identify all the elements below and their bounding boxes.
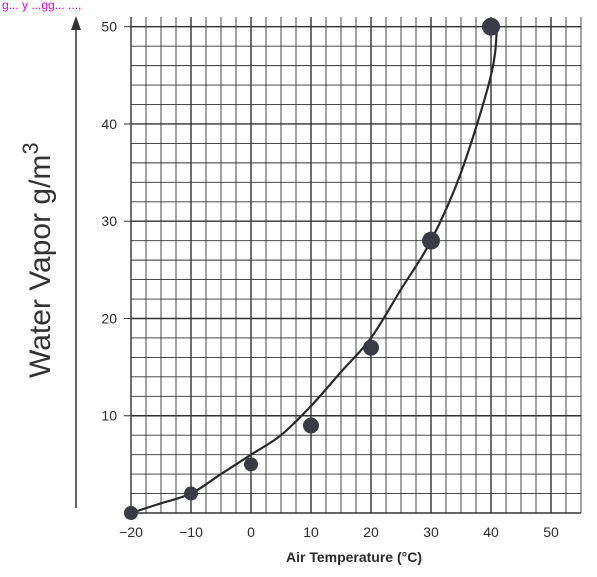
y-axis-label: Water Vapor g/m3 xyxy=(18,142,57,378)
axes xyxy=(71,16,81,508)
data-point xyxy=(363,339,379,356)
y-axis-label-text: Water Vapor g/m xyxy=(24,155,57,378)
y-tick-labels: 10 20 30 40 50 xyxy=(101,19,117,424)
data-point xyxy=(303,417,319,434)
x-tick-label: 50 xyxy=(543,524,559,540)
data-point xyxy=(422,231,440,250)
x-tick-labels: −20 −10 0 10 20 30 40 50 xyxy=(119,524,559,540)
x-tick-label: 10 xyxy=(303,524,319,540)
x-tick-label: 30 xyxy=(423,524,439,540)
top-fragment-text: g... y ...gg... ..., xyxy=(2,0,81,12)
y-axis-arrow-icon xyxy=(71,16,81,30)
x-tick-label: 40 xyxy=(483,524,499,540)
x-axis-label: Air Temperature (°C) xyxy=(286,549,422,565)
data-point xyxy=(482,17,500,36)
grid xyxy=(124,17,582,514)
y-axis-label-superscript: 3 xyxy=(18,142,43,154)
x-tick-label: 0 xyxy=(247,524,255,540)
y-tick-label: 50 xyxy=(101,19,117,35)
data-point xyxy=(124,506,138,520)
y-tick-label: 20 xyxy=(101,310,117,326)
y-tick-label: 10 xyxy=(101,408,117,424)
data-point xyxy=(244,457,258,472)
x-tick-label: −20 xyxy=(119,524,143,540)
x-tick-label: 20 xyxy=(363,524,379,540)
x-tick-label: −10 xyxy=(179,524,203,540)
data-point xyxy=(184,486,198,501)
y-tick-label: 40 xyxy=(101,116,117,132)
curve-layer xyxy=(130,26,499,515)
vapor-curve-line xyxy=(130,26,499,515)
y-axis-label-group: Water Vapor g/m3 xyxy=(18,142,57,378)
points-layer xyxy=(124,17,500,520)
y-tick-label: 30 xyxy=(101,213,117,229)
